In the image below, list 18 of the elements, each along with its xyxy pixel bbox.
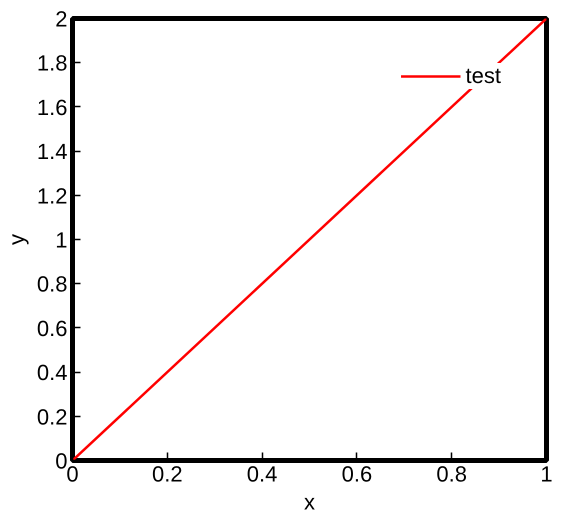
y-tick-label: 0.6 bbox=[36, 316, 68, 341]
y-tick-label: 1.2 bbox=[36, 183, 68, 208]
y-tick-label: 0.2 bbox=[36, 404, 68, 430]
y-tick-label: 0.4 bbox=[36, 360, 68, 386]
legend-label: test bbox=[466, 63, 501, 89]
y-tick-label: 1.4 bbox=[36, 139, 68, 164]
x-axis-title: x bbox=[304, 490, 315, 514]
x-tick-label: 0.6 bbox=[342, 462, 372, 486]
x-tick-label: 0.2 bbox=[152, 462, 183, 486]
y-tick-label: 0.8 bbox=[36, 272, 68, 297]
y-tick-label: 1.6 bbox=[36, 94, 68, 120]
y-tick-label: 2 bbox=[55, 6, 68, 32]
x-tick-label: 0.8 bbox=[436, 462, 467, 486]
y-tick-label: 1 bbox=[55, 228, 68, 252]
x-tick-label: 0.4 bbox=[246, 462, 278, 486]
x-tick-label: 1 bbox=[540, 462, 553, 486]
y-tick-label: 1.8 bbox=[36, 50, 68, 76]
y-axis-title: y bbox=[4, 234, 29, 245]
